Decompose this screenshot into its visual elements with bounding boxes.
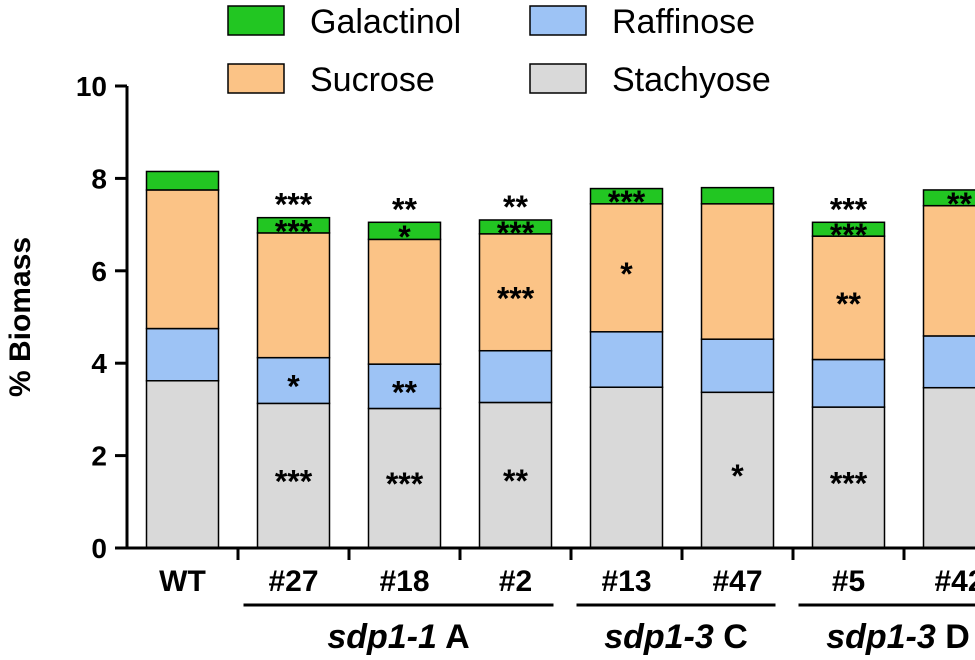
bar-raffinose-wt [145, 327, 220, 382]
significance-marker: ** [392, 191, 417, 227]
x-tick-label: #42 [934, 565, 975, 598]
x-tick-label: WT [159, 565, 206, 598]
significance-marker: ** [503, 189, 528, 225]
bar-sucrose-18 [367, 238, 442, 365]
bar-stachyose-wt [145, 380, 220, 549]
significance-marker: *** [830, 191, 868, 227]
significance-marker: * [398, 219, 411, 255]
significance-marker: *** [386, 466, 424, 502]
bar-sucrose-wt [145, 189, 220, 330]
y-tick-label: 6 [91, 256, 107, 287]
bar-stachyose-47 [700, 391, 775, 549]
significance-marker: ** [392, 374, 417, 410]
bar-galactinol-47 [700, 186, 775, 205]
bar-raffinose-2 [478, 349, 553, 404]
x-tick-label: #47 [712, 565, 762, 598]
y-axis-label: % Biomass [4, 237, 37, 397]
significance-marker: ** [947, 186, 972, 222]
group-label-strain: sdp1-3 [826, 618, 936, 656]
legend-swatch-sucrose [227, 63, 285, 94]
bar-sucrose-2 [478, 233, 553, 352]
significance-marker: * [287, 369, 300, 405]
significance-marker: *** [830, 217, 868, 253]
group-label-line: D [936, 618, 970, 656]
legend-label-raffinose: Raffinose [612, 3, 755, 41]
group-label-line: C [714, 618, 748, 656]
bar-sucrose-5 [811, 235, 886, 361]
y-axis: 0 2 4 6 8 10 % Biomass [4, 71, 129, 564]
legend-swatch-galactinol [227, 5, 285, 36]
significance-marker: ** [836, 286, 861, 322]
bar-galactinol-27 [256, 216, 331, 234]
group-label: sdp1-3 D [826, 618, 970, 656]
significance-annotations: *** *** ** * **** *********** * ************** *… [275, 184, 973, 502]
y-tick-label: 4 [91, 348, 107, 379]
group-label-strain: sdp1-3 [604, 618, 714, 656]
x-tick-label: #27 [268, 565, 318, 598]
bar-stachyose-2 [478, 401, 553, 549]
legend: Galactinol Raffinose Sucrose Stachyose [227, 3, 771, 99]
bar-galactinol-18 [367, 221, 442, 241]
significance-marker: *** [497, 215, 535, 251]
legend-swatch-stachyose [529, 63, 587, 94]
x-tick-label: #5 [832, 565, 865, 598]
bar-galactinol-wt [145, 170, 220, 191]
significance-marker: * [620, 256, 633, 292]
significance-marker: *** [275, 213, 313, 249]
bar-raffinose-47 [700, 338, 775, 394]
x-tick-label: #2 [499, 565, 532, 598]
bar-galactinol-42 [922, 189, 975, 207]
bar-stachyose-42 [922, 386, 975, 549]
bar-stachyose-13 [589, 386, 664, 549]
group-label-line: A [437, 618, 470, 656]
bar-sucrose-27 [256, 232, 331, 359]
x-tick-label: #18 [379, 565, 429, 598]
bar-galactinol-5 [811, 221, 886, 237]
significance-marker: *** [497, 280, 535, 316]
x-axis: WT #27 #18 #2 #13 #47 #5 #42 [127, 546, 975, 598]
group-label-strain: sdp1-1 [327, 618, 437, 656]
legend-swatch-raffinose [529, 5, 587, 36]
y-tick-label: 2 [91, 441, 107, 472]
bar-raffinose-18 [367, 363, 442, 410]
bar-stachyose-5 [811, 406, 886, 549]
bar-galactinol-2 [478, 219, 553, 235]
group-label: sdp1-3 C [604, 618, 748, 656]
bar-raffinose-13 [589, 331, 664, 388]
bar-raffinose-5 [811, 358, 886, 408]
y-tick-label: 0 [91, 533, 107, 564]
group-label: sdp1-1 A [327, 618, 469, 656]
y-tick-label: 10 [76, 71, 107, 102]
significance-marker: * [731, 458, 744, 494]
bar-sucrose-47 [700, 203, 775, 340]
significance-marker: *** [275, 187, 313, 223]
bar-raffinose-42 [922, 335, 975, 389]
bar-stachyose-27 [256, 402, 331, 549]
significance-marker: *** [830, 466, 868, 502]
bar-sucrose-42 [922, 204, 975, 337]
bar-stachyose-18 [367, 407, 442, 549]
bar-raffinose-27 [256, 356, 331, 405]
bar-galactinol-13 [589, 187, 664, 205]
legend-label-galactinol: Galactinol [310, 3, 461, 41]
significance-marker: *** [608, 184, 646, 220]
significance-marker: ** [503, 463, 528, 499]
significance-marker: *** [275, 464, 313, 500]
legend-label-stachyose: Stachyose [612, 61, 771, 99]
bars [145, 170, 975, 549]
legend-label-sucrose: Sucrose [310, 61, 435, 99]
y-tick-label: 8 [91, 163, 107, 194]
x-tick-label: #13 [601, 565, 651, 598]
